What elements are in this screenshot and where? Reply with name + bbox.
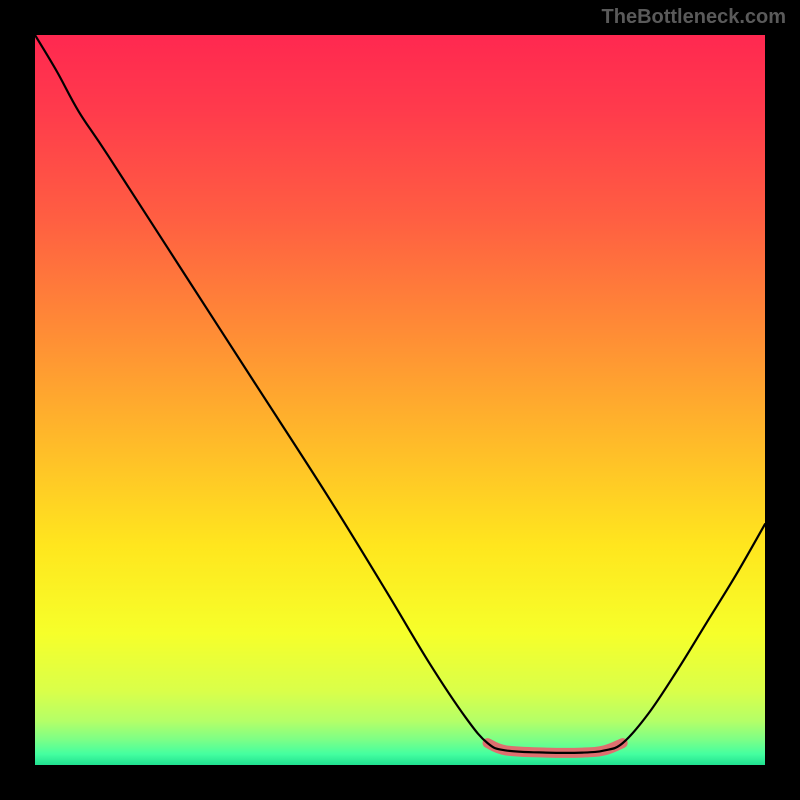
watermark: TheBottleneck.com: [602, 6, 786, 29]
plot-area: [35, 35, 765, 765]
plot-svg: [35, 35, 765, 765]
plot-background: [35, 35, 765, 765]
chart-frame: [0, 0, 800, 800]
